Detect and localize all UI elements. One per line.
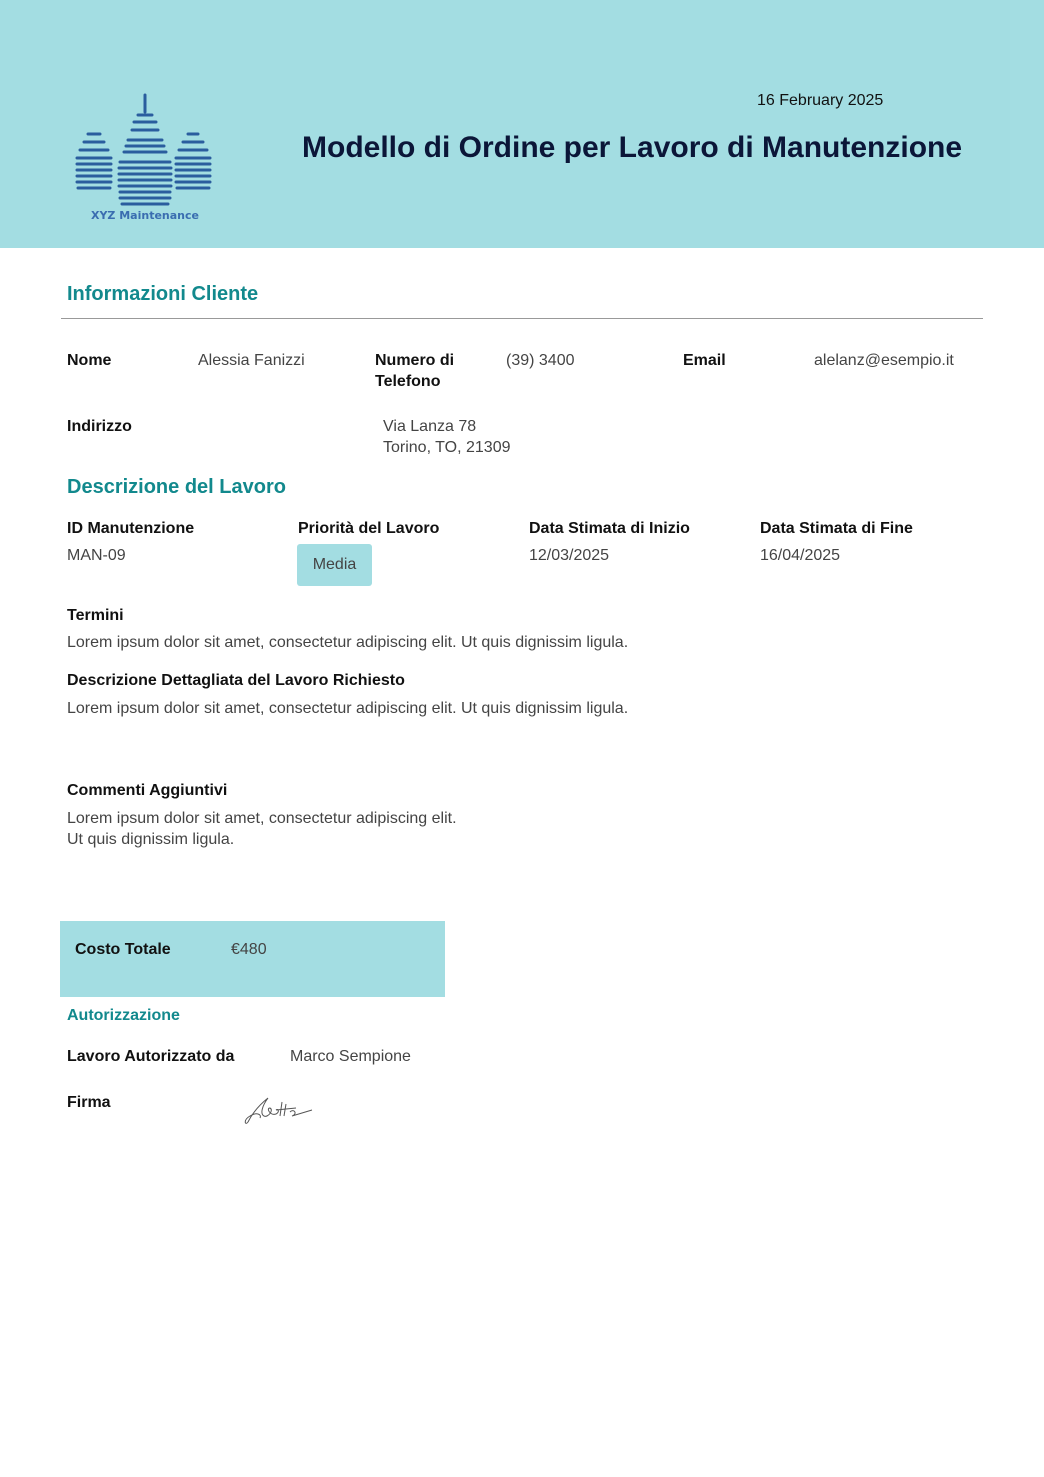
- terms-value: Lorem ipsum dolor sit amet, consectetur …: [67, 634, 629, 651]
- terms-label: Termini: [67, 607, 124, 624]
- phone-label-line: Telefono: [375, 373, 441, 390]
- signature-image: [244, 1097, 313, 1124]
- divider: [61, 318, 983, 319]
- id-label: ID Manutenzione: [67, 520, 195, 537]
- address-label: Indirizzo: [67, 418, 132, 435]
- id-value: MAN-09: [67, 547, 126, 564]
- logo-text: XYZ Maintenance: [91, 209, 199, 222]
- job-heading: Descrizione del Lavoro: [67, 476, 286, 498]
- email-value: alelanz@esempio.it: [814, 352, 954, 369]
- name-value: Alessia Fanizzi: [198, 352, 305, 369]
- address-line: Torino, TO, 21309: [383, 439, 511, 456]
- start-label: Data Stimata di Inizio: [529, 520, 690, 537]
- company-logo: XYZ Maintenance: [75, 93, 212, 222]
- phone-label: Numero di Telefono: [375, 350, 454, 392]
- total-cost-box: Costo Totale €480: [60, 921, 445, 997]
- email-label: Email: [683, 352, 726, 369]
- priority-label: Priorità del Lavoro: [298, 520, 440, 537]
- phone-value: (39) 3400: [506, 352, 575, 369]
- end-value: 16/04/2025: [760, 547, 841, 564]
- comments-line: Lorem ipsum dolor sit amet, consectetur …: [67, 810, 457, 827]
- end-label: Data Stimata di Fine: [760, 520, 913, 537]
- detail-label: Descrizione Dettagliata del Lavoro Richi…: [67, 672, 405, 689]
- comments-label: Commenti Aggiuntivi: [67, 782, 228, 799]
- client-heading: Informazioni Cliente: [67, 283, 259, 305]
- cost-value: €480: [231, 941, 267, 958]
- page-title: Modello di Ordine per Lavoro di Manutenz…: [302, 131, 963, 164]
- comments-line: Ut quis dignissim ligula.: [67, 831, 235, 848]
- name-label: Nome: [67, 352, 112, 369]
- authorized-by-label: Lavoro Autorizzato da: [67, 1048, 235, 1065]
- priority-badge: Media: [297, 544, 372, 586]
- signature-label: Firma: [67, 1094, 111, 1111]
- detail-value: Lorem ipsum dolor sit amet, consectetur …: [67, 700, 629, 717]
- authorized-by-value: Marco Sempione: [290, 1048, 411, 1065]
- comments-value: Lorem ipsum dolor sit amet, consectetur …: [67, 808, 457, 850]
- address-value: Via Lanza 78 Torino, TO, 21309: [383, 416, 511, 458]
- phone-label-line: Numero di: [375, 352, 455, 369]
- auth-heading: Autorizzazione: [67, 1007, 180, 1024]
- header-banner: XYZ Maintenance 16 February 2025 Modello…: [0, 0, 1044, 248]
- cost-label: Costo Totale: [75, 941, 171, 958]
- document-date: 16 February 2025: [757, 92, 884, 109]
- address-line: Via Lanza 78: [383, 418, 477, 435]
- start-value: 12/03/2025: [529, 547, 610, 564]
